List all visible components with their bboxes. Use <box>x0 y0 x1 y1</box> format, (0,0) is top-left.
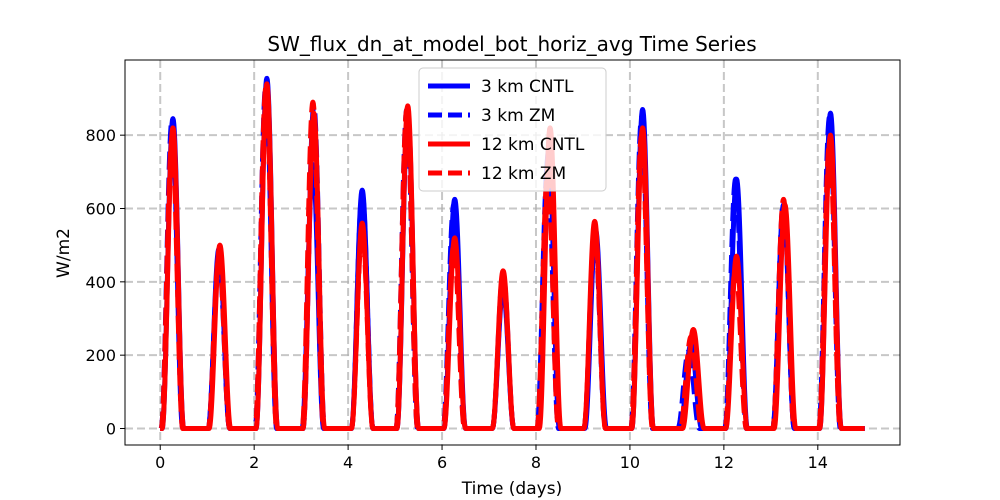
y-axis-label: W/m2 <box>54 228 74 278</box>
legend-label: 12 km ZM <box>481 164 566 184</box>
legend-label: 12 km CNTL <box>481 135 585 155</box>
x-tick-label: 6 <box>437 453 447 472</box>
legend-label: 3 km ZM <box>481 106 555 126</box>
x-tick-label: 8 <box>531 453 541 472</box>
x-tick-label: 14 <box>808 453 828 472</box>
y-tick-label: 0 <box>106 420 116 439</box>
y-tick-label: 200 <box>85 346 116 365</box>
chart-title: SW_flux_dn_at_model_bot_horiz_avg Time S… <box>267 32 756 56</box>
series-lines <box>158 75 867 431</box>
series-line-3 <box>158 85 867 431</box>
x-tick-label: 4 <box>343 453 353 472</box>
y-tick-label: 800 <box>85 126 116 145</box>
legend-label: 3 km CNTL <box>481 77 574 97</box>
x-tick-label: 2 <box>249 453 259 472</box>
y-tick-label: 600 <box>85 200 116 219</box>
legend-box <box>418 67 607 192</box>
x-tick-label: 0 <box>155 453 165 472</box>
y-tick-label: 400 <box>85 273 116 292</box>
x-tick-label: 12 <box>714 453 734 472</box>
legend: 3 km CNTL 3 km ZM 12 km CNTL 12 km ZM <box>418 67 607 192</box>
plot-frame <box>124 59 901 446</box>
axis-ticks: 0 2 4 6 8 10 12 14 0 200 400 600 800 <box>85 126 828 472</box>
x-tick-label: 10 <box>620 453 640 472</box>
x-axis-label: Time (days) <box>461 479 562 499</box>
